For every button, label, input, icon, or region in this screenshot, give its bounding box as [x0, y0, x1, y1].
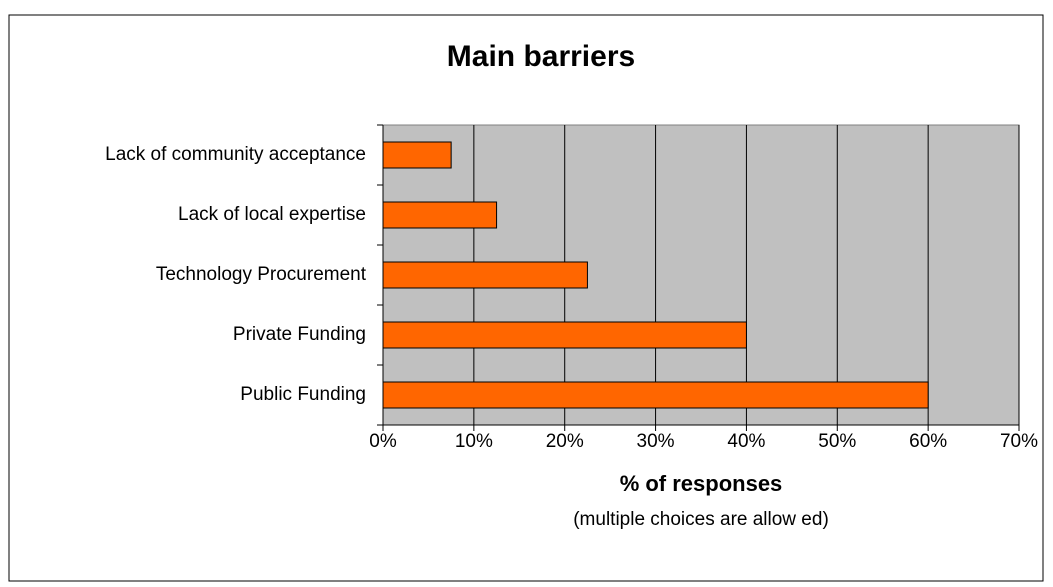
y-tick-label: Public Funding	[240, 384, 366, 405]
chart-title: Main barriers	[447, 40, 635, 73]
bar	[382, 381, 929, 409]
bar	[382, 321, 747, 349]
x-axis-label: % of responses	[620, 471, 783, 496]
x-tick-label: 60%	[909, 431, 947, 452]
x-tick-label: 50%	[818, 431, 856, 452]
bar	[382, 141, 452, 169]
x-axis-sublabel: (multiple choices are allow ed)	[573, 509, 829, 530]
x-tick-label: 20%	[546, 431, 584, 452]
x-tick-label: 30%	[637, 431, 675, 452]
bar	[382, 261, 588, 289]
x-tick-label: 70%	[1000, 431, 1038, 452]
bar	[382, 201, 498, 229]
x-tick-label: 40%	[727, 431, 765, 452]
y-tick-label: Private Funding	[233, 324, 366, 345]
y-tick-label: Lack of community acceptance	[105, 144, 366, 165]
y-tick-label: Technology Procurement	[156, 264, 367, 285]
y-tick-label: Lack of local expertise	[178, 204, 366, 225]
x-tick-label: 0%	[369, 431, 397, 452]
x-tick-label: 10%	[455, 431, 493, 452]
